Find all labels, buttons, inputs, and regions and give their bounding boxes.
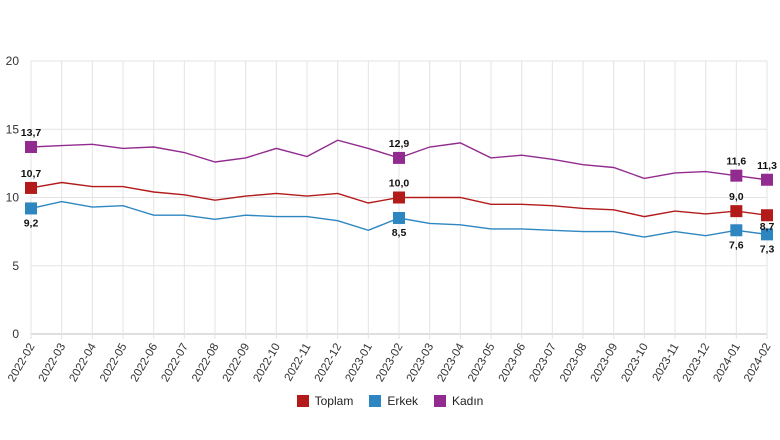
data-label: 12,9: [389, 138, 410, 150]
x-tick-label: 2022-12: [313, 342, 345, 385]
x-tick-label: 2022-08: [190, 342, 222, 385]
data-marker: [25, 140, 37, 153]
x-tick-label: 2023-02: [374, 342, 406, 385]
x-tick-label: 2022-06: [129, 342, 161, 385]
x-tick-label: 2022-07: [159, 342, 191, 385]
x-tick-label: 2023-10: [619, 342, 651, 385]
data-label: 11,6: [726, 156, 746, 168]
x-tick-label: 2023-11: [651, 342, 682, 384]
y-tick-label: 10: [6, 191, 20, 205]
legend-item-toplam[interactable]: Toplam: [296, 394, 354, 408]
legend-label-toplam: Toplam: [314, 394, 354, 408]
legend-swatch-kadin: [434, 395, 446, 407]
x-tick-label: 2023-12: [681, 342, 713, 385]
data-marker: [393, 151, 405, 164]
legend-item-erkek[interactable]: Erkek: [369, 394, 418, 408]
data-marker: [730, 205, 743, 218]
data-label: 10,0: [389, 178, 410, 190]
y-axis-ticks: 0 5 10 15 20: [6, 54, 20, 341]
x-tick-label: 2023-07: [527, 342, 559, 385]
x-tick-label: 2022-09: [221, 342, 253, 385]
x-tick-label: 2023-04: [435, 341, 467, 384]
x-tick-label: 2022-04: [67, 341, 99, 384]
data-label: 11,3: [757, 160, 777, 172]
x-tick-label: 2023-06: [497, 342, 529, 385]
data-marker: [761, 173, 773, 186]
x-axis-ticks: 2022-02 2022-03 2022-04 2022-05 2022-06 2022-…: [6, 341, 774, 384]
data-label: 10,7: [21, 168, 42, 180]
y-tick-label: 20: [6, 54, 20, 68]
x-tick-label: 2023-03: [405, 342, 437, 385]
x-tick-label: 2022-03: [37, 342, 69, 385]
x-tick-label: 2022-02: [6, 342, 38, 385]
x-tick-label: 2024-01: [711, 342, 743, 385]
data-marker: [761, 209, 773, 222]
x-tick-label: 2023-08: [558, 342, 590, 385]
legend-swatch-toplam: [296, 395, 309, 407]
series-markers: [25, 140, 773, 241]
data-marker: [730, 224, 743, 237]
data-label: 13,7: [21, 127, 42, 139]
data-marker: [25, 181, 37, 194]
x-tick-label: 2022-11: [283, 342, 314, 384]
data-label: 9,0: [729, 191, 744, 203]
y-tick-label: 5: [12, 259, 19, 273]
x-tick-label: 2022-05: [98, 342, 130, 385]
legend-label-kadin: Kadın: [452, 394, 484, 408]
data-label: 8,5: [392, 227, 407, 239]
data-labels: 10,7 10,0 9,0 8,7 9,2 8,5 7,6 7,3 13,7 12,9 11,6 11…: [21, 127, 777, 255]
data-label: 8,7: [760, 221, 775, 233]
y-tick-label: 15: [6, 122, 20, 136]
x-tick-label: 2023-05: [466, 342, 498, 385]
data-marker: [393, 211, 405, 224]
x-tick-label: 2023-09: [589, 342, 621, 385]
data-marker: [761, 228, 773, 241]
x-tick-label: 2024-02: [742, 342, 774, 385]
data-marker: [730, 169, 743, 182]
legend: Toplam Erkek Kadın: [0, 394, 780, 408]
legend-swatch-erkek: [369, 395, 382, 407]
x-tick-label: 2022-10: [251, 342, 283, 385]
data-marker: [393, 191, 405, 204]
data-label: 7,3: [760, 243, 775, 255]
legend-label-erkek: Erkek: [387, 394, 418, 408]
data-label: 9,2: [24, 217, 39, 229]
data-label: 7,6: [729, 239, 744, 251]
data-marker: [25, 202, 37, 215]
x-tick-label: 2023-01: [343, 342, 375, 385]
legend-item-kadin[interactable]: Kadın: [434, 394, 483, 408]
y-tick-label: 0: [12, 327, 19, 341]
